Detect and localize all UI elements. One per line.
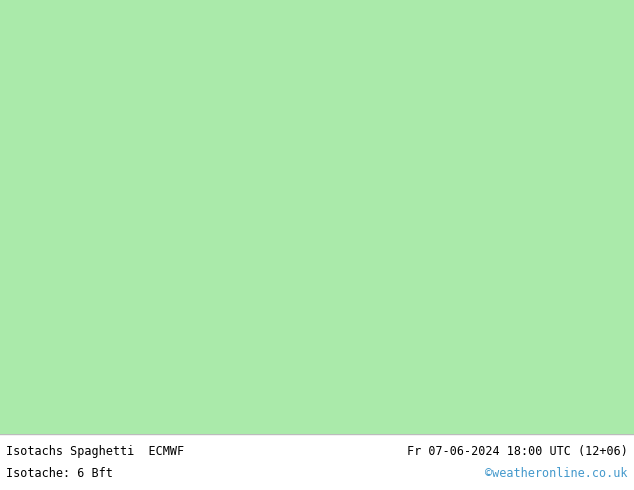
Text: Isotache: 6 Bft: Isotache: 6 Bft: [6, 467, 113, 480]
FancyBboxPatch shape: [0, 0, 634, 437]
Text: Isotachs Spaghetti  ECMWF: Isotachs Spaghetti ECMWF: [6, 445, 184, 458]
Text: Fr 07-06-2024 18:00 UTC (12+06): Fr 07-06-2024 18:00 UTC (12+06): [407, 445, 628, 458]
Text: ©weatheronline.co.uk: ©weatheronline.co.uk: [485, 467, 628, 480]
